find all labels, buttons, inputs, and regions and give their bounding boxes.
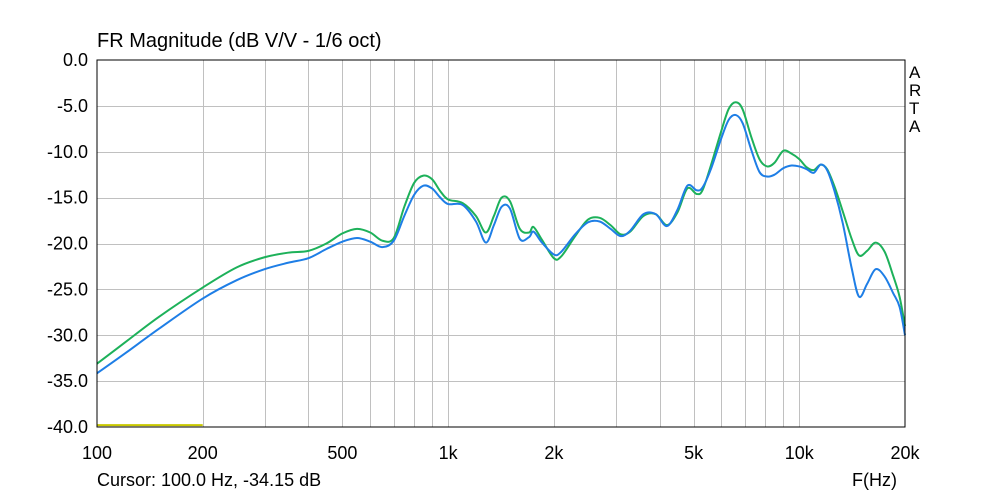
brand-letter: A — [909, 63, 921, 82]
x-tick-label: 100 — [82, 443, 112, 463]
x-tick-label: 20k — [890, 443, 920, 463]
y-tick-label: -15.0 — [47, 188, 88, 208]
blue-response-curve — [96, 113, 906, 375]
y-tick-label: 0.0 — [63, 50, 88, 70]
y-tick-label: -20.0 — [47, 234, 88, 254]
brand-vertical-label: A R T A — [909, 64, 921, 136]
x-tick-label: 500 — [327, 443, 357, 463]
brand-letter: T — [909, 99, 920, 118]
brand-letter: R — [909, 81, 922, 100]
y-tick-label: -25.0 — [47, 279, 88, 299]
x-tick-label: 200 — [188, 443, 218, 463]
grid — [97, 60, 905, 427]
x-tick-label: 5k — [684, 443, 704, 463]
y-tick-label: -10.0 — [47, 142, 88, 162]
x-tick-label: 1k — [439, 443, 459, 463]
y-tick-label: -40.0 — [47, 417, 88, 437]
plot-frame — [96, 59, 906, 428]
x-tick-label: 2k — [544, 443, 564, 463]
x-tick-label: 10k — [785, 443, 815, 463]
curves — [96, 101, 906, 427]
y-tick-label: -35.0 — [47, 371, 88, 391]
cursor-readout: Cursor: 100.0 Hz, -34.15 dB — [97, 470, 322, 490]
x-axis-label: F(Hz) — [852, 470, 897, 490]
y-tick-label: -5.0 — [57, 96, 88, 116]
x-axis-tick-labels: 100 200 500 1k 2k 5k 10k 20k — [82, 443, 921, 463]
y-axis-tick-labels: 0.0 -5.0 -10.0 -15.0 -20.0 -25.0 -30.0 -35.0 -40… — [47, 50, 88, 437]
y-tick-label: -30.0 — [47, 325, 88, 345]
chart-title: FR Magnitude (dB V/V - 1/6 oct) — [97, 30, 382, 52]
brand-letter: A — [909, 117, 921, 136]
green-response-curve — [96, 101, 906, 365]
